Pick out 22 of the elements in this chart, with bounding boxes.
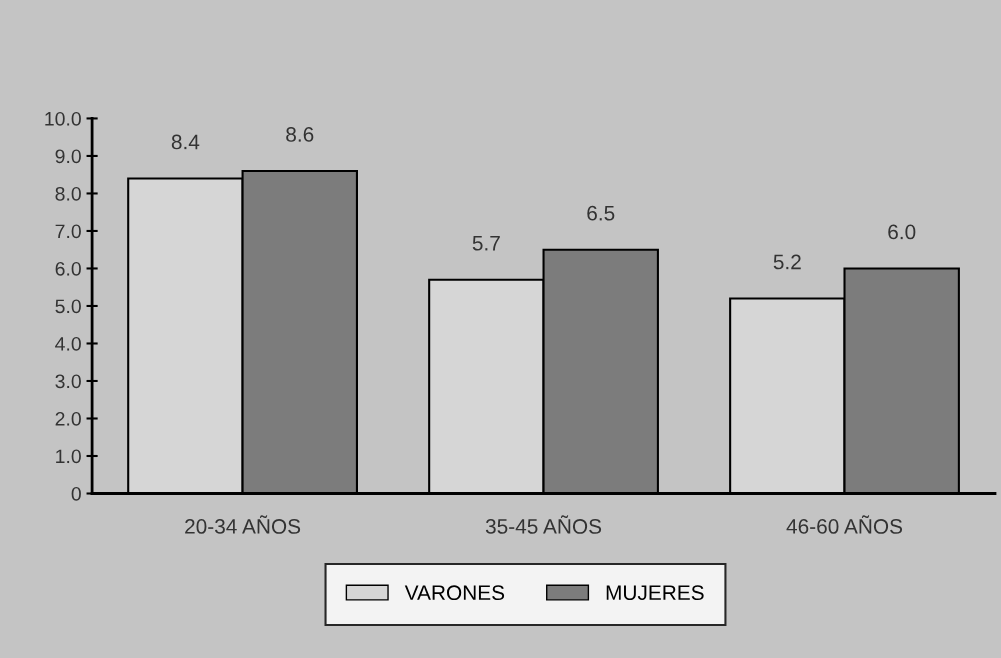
y-tick-label: 0 bbox=[71, 486, 81, 501]
y-tick-label: 1.0 bbox=[56, 449, 81, 464]
data-label: 8.6 bbox=[286, 127, 314, 142]
y-tick-label: 4.0 bbox=[55, 336, 81, 351]
y-tick-label: 7.0 bbox=[55, 224, 81, 239]
y-tick-label: 2.0 bbox=[55, 411, 81, 426]
data-label: 6.5 bbox=[587, 205, 615, 221]
legend-label: VARONES bbox=[404, 585, 505, 601]
y-tick-label: 6.0 bbox=[55, 261, 81, 276]
y-tick-label: 5.0 bbox=[55, 299, 81, 314]
data-label: 5.7 bbox=[472, 236, 500, 251]
data-label: 5.2 bbox=[773, 254, 801, 270]
y-tick-label: 9.0 bbox=[55, 149, 81, 164]
legend-label: MUJERES bbox=[606, 585, 704, 601]
x-tick-label: 35-45 AÑOS bbox=[485, 515, 602, 534]
y-tick-label: 10.0 bbox=[45, 111, 81, 126]
y-tick-label: 8.0 bbox=[55, 186, 81, 201]
x-tick-label: 46-60 AÑOS bbox=[786, 515, 903, 534]
x-tick-label: 20-34 AÑOS bbox=[185, 515, 301, 534]
data-label: 6.0 bbox=[888, 224, 916, 240]
data-label: 8.4 bbox=[171, 134, 200, 150]
y-tick-label: 3.0 bbox=[55, 374, 81, 389]
